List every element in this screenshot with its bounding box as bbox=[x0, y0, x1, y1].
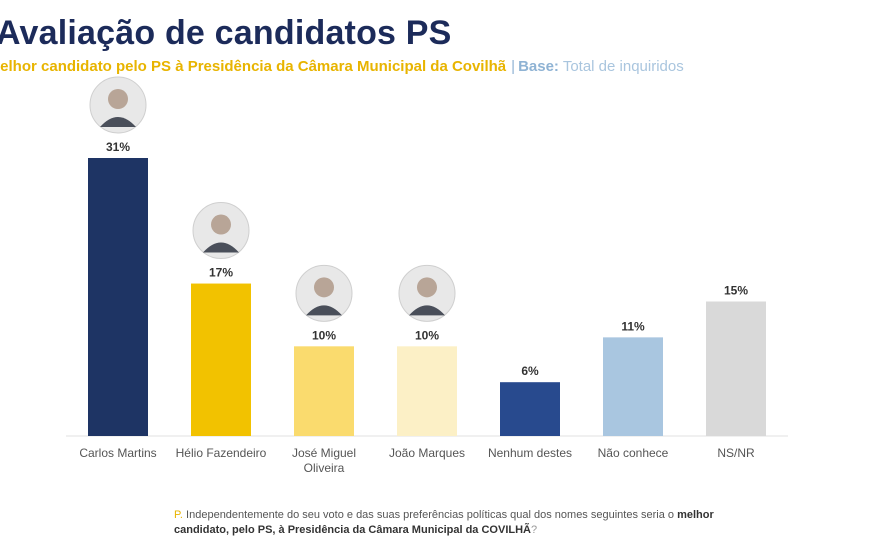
value-label: 15% bbox=[724, 283, 748, 297]
value-label: 31% bbox=[106, 140, 130, 154]
category-label: Carlos Martins bbox=[79, 446, 156, 460]
footnote-bold-1: melhor bbox=[677, 509, 714, 521]
bar-chart: 31% Carlos Martins 17% Hélio Fazendeiro 10% J… bbox=[66, 76, 788, 475]
subtitle-base-label: Base: bbox=[518, 58, 559, 75]
chart-title: Avaliação de candidatos PS bbox=[0, 14, 452, 52]
bar bbox=[88, 158, 148, 436]
candidate-avatar bbox=[398, 264, 456, 322]
candidate-avatar bbox=[192, 202, 250, 260]
bar bbox=[191, 283, 251, 436]
category-label: Nenhum destes bbox=[488, 446, 572, 460]
bar bbox=[603, 337, 663, 436]
footnote-suffix: ? bbox=[530, 524, 538, 536]
candidate-avatar bbox=[89, 76, 147, 134]
chart-subtitle: lelhor candidato pelo PS à Presidência d… bbox=[0, 58, 684, 75]
subtitle-separator: | bbox=[511, 58, 516, 75]
footnote-text: Independentemente do seu voto e das suas… bbox=[186, 509, 675, 521]
category-label: Não conhece bbox=[598, 446, 669, 460]
value-label: 17% bbox=[209, 266, 233, 280]
value-label: 6% bbox=[521, 364, 539, 378]
value-label: 10% bbox=[415, 328, 439, 342]
category-label: João Marques bbox=[389, 446, 465, 460]
bar bbox=[500, 382, 560, 436]
value-label: 10% bbox=[312, 328, 336, 342]
footnote: P. Independentemente do seu voto e das s… bbox=[174, 508, 774, 538]
subtitle-question: lelhor candidato pelo PS à Presidência d… bbox=[0, 58, 507, 75]
category-label: Hélio Fazendeiro bbox=[176, 446, 267, 460]
subtitle-base-value: Total de inquiridos bbox=[562, 58, 684, 75]
value-label: 11% bbox=[621, 319, 645, 333]
category-label: NS/NR bbox=[717, 446, 755, 460]
bar bbox=[294, 346, 354, 436]
candidate-avatar bbox=[295, 264, 353, 322]
category-label: José Miguel bbox=[292, 446, 356, 460]
bar bbox=[397, 346, 457, 436]
footnote-prefix: P. bbox=[174, 509, 183, 521]
category-label: Oliveira bbox=[304, 461, 345, 475]
footnote-bold-2: candidato, pelo PS, à Presidência da Câm… bbox=[174, 524, 531, 536]
bar bbox=[706, 301, 766, 436]
